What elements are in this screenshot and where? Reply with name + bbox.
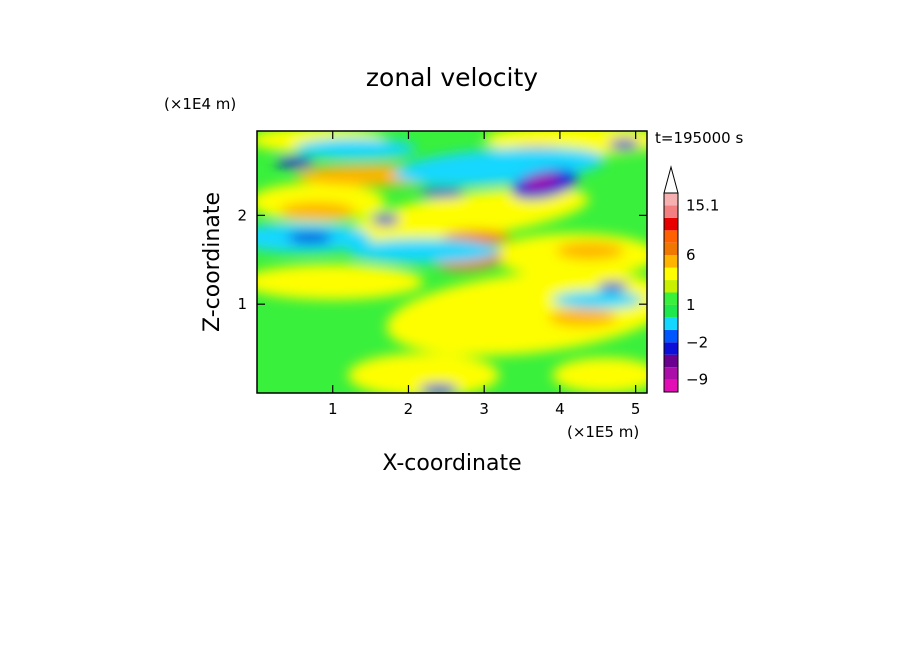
colorbar: 15.1 6 1 −2 −9 xyxy=(663,165,719,393)
colorbar-swatch xyxy=(664,317,678,330)
colorbar-swatch xyxy=(664,193,678,206)
x-tick-label: 4 xyxy=(555,400,565,418)
colorbar-extend-arrow xyxy=(663,165,679,194)
x-axis-ticks: 1 2 3 4 5 xyxy=(328,131,640,418)
field-region xyxy=(347,238,500,264)
y-unit-label: (×1E4 m) xyxy=(164,95,236,113)
x-axis-title: X-coordinate xyxy=(382,451,521,476)
y-axis-title: Z-coordinate xyxy=(200,192,225,332)
field-region xyxy=(597,281,629,291)
y-tick-label: 1 xyxy=(237,295,247,313)
colorbar-label: 15.1 xyxy=(686,196,719,214)
colorbar-swatch xyxy=(664,367,678,380)
field-region xyxy=(556,242,625,260)
colorbar-swatch xyxy=(664,292,678,305)
y-tick-label: 2 xyxy=(237,206,247,224)
chart-title: zonal velocity xyxy=(366,63,538,92)
field-region xyxy=(349,187,590,244)
colorbar-frame xyxy=(663,192,679,393)
field-region xyxy=(279,202,356,220)
colorbar-swatch xyxy=(664,304,678,318)
field-region xyxy=(419,384,458,393)
colorbar-swatch xyxy=(664,255,678,268)
colorbar-swatch xyxy=(664,242,678,256)
contour-plot-area xyxy=(257,131,647,393)
field-region xyxy=(287,232,333,243)
x-tick-label: 5 xyxy=(631,400,641,418)
colorbar-swatch xyxy=(664,205,678,218)
x-tick-label: 1 xyxy=(328,400,338,418)
x-tick-label: 3 xyxy=(479,400,489,418)
field-region xyxy=(548,308,617,327)
colorbar-swatch xyxy=(664,354,678,368)
colorbar-swatch xyxy=(664,379,678,392)
colorbar-swatch xyxy=(664,267,678,281)
colorbar-swatch xyxy=(664,342,678,355)
colorbar-swatch xyxy=(664,230,678,243)
colorbar-label: −2 xyxy=(686,333,708,351)
colorbar-label: −9 xyxy=(686,371,708,389)
field-region xyxy=(294,138,417,160)
colorbar-label: 1 xyxy=(686,296,696,314)
field-region xyxy=(347,353,500,393)
field-region xyxy=(372,214,400,226)
field-region xyxy=(552,357,647,393)
field-region xyxy=(609,138,640,150)
field-region xyxy=(275,156,314,168)
field-region xyxy=(257,264,424,300)
plot-frame xyxy=(256,130,648,394)
colorbar-swatch xyxy=(664,280,678,293)
x-unit-label: (×1E5 m) xyxy=(567,423,639,441)
colorbar-label: 6 xyxy=(686,246,696,264)
field-region xyxy=(552,290,644,309)
y-axis-ticks: 12 xyxy=(237,206,647,313)
x-tick-label: 2 xyxy=(404,400,414,418)
field-region xyxy=(522,174,560,189)
time-label: t=195000 s xyxy=(655,129,743,147)
field-region xyxy=(419,188,466,198)
colorbar-swatch xyxy=(664,217,678,231)
colorbar-swatch xyxy=(664,329,678,343)
